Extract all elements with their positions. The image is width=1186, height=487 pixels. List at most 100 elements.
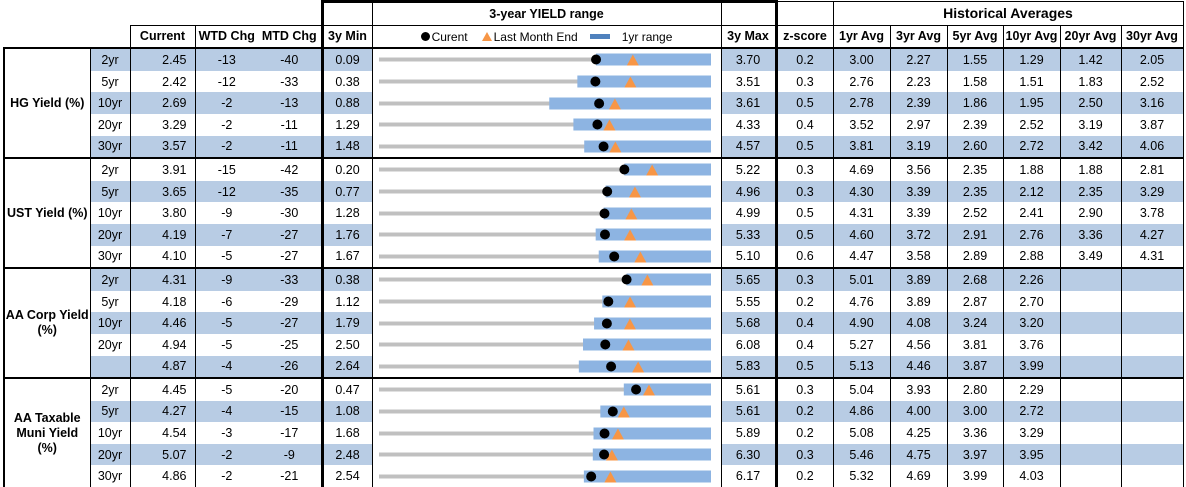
range-chart-cell [372, 290, 722, 313]
avg-cell-30yr: 4.06 [1121, 135, 1184, 159]
range-1yr-bar [576, 75, 711, 88]
range-1yr-bar [592, 427, 711, 440]
avg-cell-30yr: 3.29 [1121, 180, 1184, 203]
range-chart [378, 185, 711, 198]
range-1yr-bar [623, 163, 711, 176]
current-cell: 3.80 [130, 202, 196, 224]
avg-cell-5yr: 2.68 [947, 267, 1004, 291]
current-marker [608, 251, 619, 262]
last-month-end-marker [645, 164, 658, 176]
last-month-end-marker [617, 406, 630, 418]
current-marker [607, 406, 618, 417]
avg-cell-5yr: 3.36 [947, 422, 1004, 444]
last-month-end-marker [602, 119, 615, 131]
z-score-cell: 0.5 [776, 92, 834, 114]
max-3y-cell: 4.96 [721, 180, 778, 203]
avg-cell-3yr: 3.89 [890, 290, 948, 313]
table-row: 4.87 -4 -26 2.64 5.83 0.5 5.13 4.46 3.87 3.99 [4, 355, 1184, 379]
last-month-end-marker [624, 208, 637, 220]
avg-cell-3yr: 3.39 [890, 180, 948, 203]
avg-cell-1yr: 2.78 [833, 92, 891, 114]
range-chart [378, 75, 711, 88]
avg-cell-3yr: 3.56 [890, 157, 948, 181]
range-1yr-bar [595, 53, 711, 66]
tenor-cell: 2yr [90, 267, 131, 291]
avg-cell-3yr: 2.23 [890, 70, 948, 93]
range-chart [378, 140, 711, 153]
tenor-cell: 30yr [90, 135, 131, 159]
wtd-cell: -9 [195, 267, 258, 291]
wtd-cell: -2 [195, 465, 258, 487]
avg-cell-20yr [1060, 355, 1122, 379]
avg-cell-10yr: 1.88 [1003, 157, 1061, 181]
max-3y-cell: 5.61 [721, 400, 778, 423]
mtd-cell: -33 [280, 74, 299, 89]
avg-cell-20yr: 1.88 [1060, 157, 1122, 181]
avg-cell-30yr: 2.52 [1121, 70, 1184, 93]
max-3y-cell: 5.33 [721, 223, 778, 246]
header-current: Current [129, 24, 196, 49]
current-marker [589, 76, 600, 87]
z-score-cell: 0.2 [776, 47, 834, 71]
wtd-cell: -12 [195, 180, 258, 203]
z-score-cell: 0.5 [776, 202, 834, 224]
range-chart [378, 448, 711, 461]
current-marker [593, 98, 604, 109]
current-marker [630, 384, 641, 395]
avg-cell-20yr: 3.19 [1060, 113, 1122, 136]
avg-cell-1yr: 4.31 [833, 202, 891, 224]
z-score-cell: 0.6 [776, 245, 834, 269]
tenor-cell: 2yr [90, 47, 131, 71]
header-3y-min: 3y Min [320, 25, 373, 49]
min-3y-cell: 1.29 [320, 113, 373, 136]
avg-cell-10yr: 2.76 [1003, 223, 1061, 246]
z-score-cell: 0.2 [776, 465, 834, 487]
group-label: AA Corp Yield (%) [3, 267, 91, 380]
tenor-cell: 2yr [90, 377, 131, 401]
range-1yr-bar [583, 470, 711, 483]
avg-cell-5yr: 1.86 [947, 92, 1004, 114]
current-marker [599, 208, 610, 219]
tenor-cell: 10yr [90, 92, 131, 114]
range-1yr-bar [605, 185, 711, 198]
z-score-cell: 0.4 [776, 312, 834, 334]
range-chart [378, 427, 711, 440]
table-row: 30yr 4.10 -5 -27 1.67 5.10 0.6 4.47 3.58 2.89 2.88… [4, 245, 1184, 269]
avg-cell-3yr: 4.08 [890, 312, 948, 334]
avg-cell-30yr [1121, 312, 1184, 334]
avg-cell-20yr [1060, 267, 1122, 291]
avg-cell-5yr: 3.87 [947, 355, 1004, 379]
avg-cell-5yr: 1.55 [947, 47, 1004, 71]
current-cell: 5.07 [130, 443, 196, 466]
range-chart [378, 338, 711, 351]
avg-cell-1yr: 4.30 [833, 180, 891, 203]
table-row: 5yr 4.18 -6 -29 1.12 5.55 0.2 4.76 3.89 2.87 2.70 [4, 290, 1184, 313]
current-cell: 3.91 [130, 157, 196, 181]
max-3y-cell: 5.22 [721, 157, 778, 181]
wtd-cell: -2 [195, 135, 258, 159]
tenor-cell: 20yr [90, 113, 131, 136]
avg-cell-10yr: 2.88 [1003, 245, 1061, 269]
avg-cell-1yr: 3.52 [833, 113, 891, 136]
avg-cell-10yr: 2.26 [1003, 267, 1061, 291]
z-score-cell: 0.3 [776, 267, 834, 291]
current-marker [599, 229, 610, 240]
current-cell: 3.57 [130, 135, 196, 159]
table-row: 10yr 4.54 -3 -17 1.68 5.89 0.2 5.08 4.25 3.36 3.29 [4, 422, 1184, 444]
avg-cell-20yr: 3.36 [1060, 223, 1122, 246]
avg-cell-20yr [1060, 312, 1122, 334]
min-3y-cell: 1.67 [320, 245, 373, 269]
current-marker [591, 119, 602, 130]
min-3y-cell: 0.38 [320, 70, 373, 93]
mtd-cell: -11 [280, 117, 298, 132]
min-3y-cell: 0.20 [320, 157, 373, 181]
avg-cell-30yr: 2.05 [1121, 47, 1184, 71]
max-3y-cell: 5.89 [721, 422, 778, 444]
mtd-cell: -27 [280, 249, 299, 264]
avg-cell-20yr: 3.42 [1060, 135, 1122, 159]
range-chart-cell [372, 443, 722, 466]
avg-cell-10yr: 3.76 [1003, 333, 1061, 356]
range-1yr-bar [592, 448, 711, 461]
avg-cell-30yr: 4.27 [1121, 223, 1184, 246]
avg-cell-10yr: 1.51 [1003, 70, 1061, 93]
